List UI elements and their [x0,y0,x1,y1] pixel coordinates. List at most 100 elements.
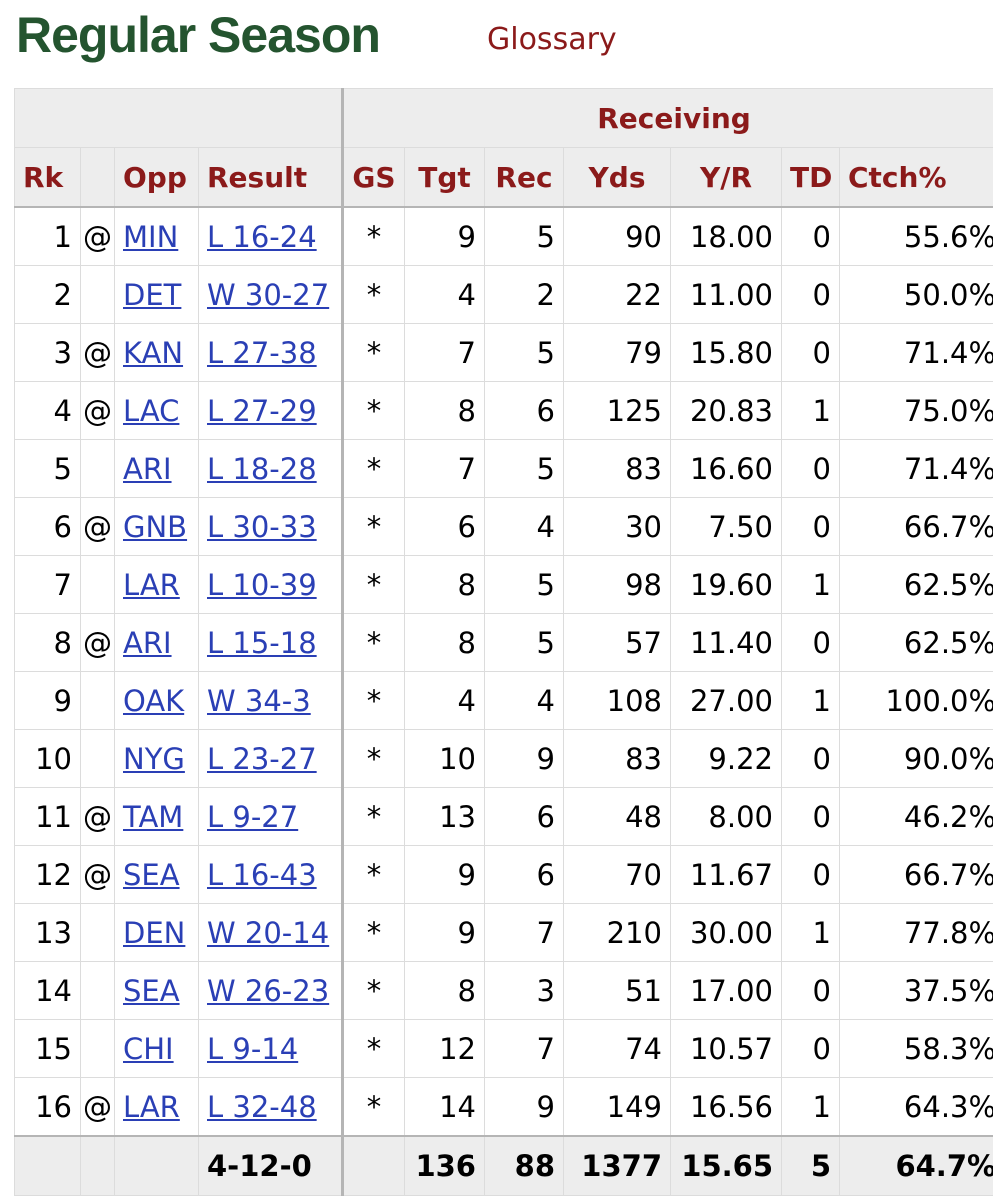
opponent-link[interactable]: KAN [123,335,184,370]
rk-cell: 1 [14,206,81,266]
col-header-result[interactable]: Result [198,147,343,208]
yards-cell: 149 [563,1077,671,1137]
location-cell: @ [80,787,115,846]
opponent-link[interactable]: LAR [123,567,180,602]
opponent-link[interactable]: DET [123,277,182,312]
yards-per-reception-cell: 11.67 [670,845,782,904]
opponent-link[interactable]: MIN [123,219,179,254]
yards-per-reception-cell: 11.00 [670,265,782,324]
location-cell: @ [80,381,115,440]
games-started-cell: * [341,729,405,788]
result-link[interactable]: W 34-3 [207,683,311,718]
touchdowns-cell: 0 [781,265,840,324]
result-link[interactable]: L 32-48 [207,1089,317,1124]
games-started-cell: * [341,845,405,904]
result-link[interactable]: L 16-24 [207,219,317,254]
result-cell: W 30-27 [198,265,343,324]
totals-row: 4-12-0 136 88 1377 15.65 5 64.7% [14,1135,993,1196]
opponent-link[interactable]: GNB [123,509,188,544]
rk-cell: 15 [14,1019,81,1078]
targets-cell: 9 [404,845,485,904]
table-row: 14 SEA W 26-23 * 8 3 51 17.00 0 37.5% [14,961,993,1020]
opponent-link[interactable]: SEA [123,973,180,1008]
opponent-link[interactable]: OAK [123,683,185,718]
result-link[interactable]: L 23-27 [207,741,317,776]
opponent-link[interactable]: ARI [123,625,172,660]
col-header-opp[interactable]: Opp [114,147,199,208]
catch-pct-cell: 100.0% [838,671,993,730]
opponent-cell: LAR [114,555,199,614]
column-header-row: Rk Opp Result GS Tgt Rec Yds Y/R TD Ctch… [14,147,993,208]
receptions-cell: 7 [484,1019,564,1078]
opponent-link[interactable]: LAC [123,393,180,428]
receptions-cell: 5 [484,439,564,498]
opponent-link[interactable]: ARI [123,451,172,486]
catch-pct-cell: 62.5% [838,555,993,614]
page-header: Regular Season Glossary [14,0,974,86]
opponent-link[interactable]: CHI [123,1031,174,1066]
col-header-gs[interactable]: GS [341,147,405,208]
result-cell: L 16-24 [198,206,343,266]
col-header-rk[interactable]: Rk [14,147,81,208]
yards-cell: 22 [563,265,671,324]
location-cell: @ [80,206,115,266]
opponent-cell: DEN [114,903,199,962]
opponent-link[interactable]: NYG [123,741,185,776]
result-link[interactable]: L 9-14 [207,1031,299,1066]
catch-pct-cell: 58.3% [838,1019,993,1078]
opponent-cell: LAR [114,1077,199,1137]
games-started-cell: * [341,1077,405,1137]
result-link[interactable]: L 16-43 [207,857,317,892]
result-link[interactable]: L 9-27 [207,799,299,834]
touchdowns-cell: 0 [781,439,840,498]
col-header-tgt[interactable]: Tgt [404,147,485,208]
location-cell: @ [80,613,115,672]
yards-per-reception-cell: 10.57 [670,1019,782,1078]
col-header-ctch[interactable]: Ctch% [838,147,993,208]
result-cell: L 23-27 [198,729,343,788]
totals-opp-cell [114,1135,199,1196]
rk-cell: 9 [14,671,81,730]
opponent-link[interactable]: DEN [123,915,186,950]
result-link[interactable]: L 15-18 [207,625,317,660]
yards-per-reception-cell: 15.80 [670,323,782,382]
yards-cell: 51 [563,961,671,1020]
table-row: 8 @ ARI L 15-18 * 8 5 57 11.40 0 62.5% [14,613,993,672]
touchdowns-cell: 0 [781,323,840,382]
totals-rec: 88 [484,1135,564,1196]
yards-per-reception-cell: 8.00 [670,787,782,846]
touchdowns-cell: 0 [781,961,840,1020]
yards-cell: 98 [563,555,671,614]
table-row: 11 @ TAM L 9-27 * 13 6 48 8.00 0 46.2% [14,787,993,846]
opponent-link[interactable]: LAR [123,1089,180,1124]
targets-cell: 8 [404,613,485,672]
opponent-link[interactable]: SEA [123,857,180,892]
result-link[interactable]: W 30-27 [207,277,330,312]
games-started-cell: * [341,265,405,324]
table-row: 3 @ KAN L 27-38 * 7 5 79 15.80 0 71.4% [14,323,993,382]
result-link[interactable]: L 10-39 [207,567,317,602]
opponent-link[interactable]: TAM [123,799,184,834]
result-link[interactable]: W 26-23 [207,973,330,1008]
catch-pct-cell: 66.7% [838,497,993,556]
col-header-yr[interactable]: Y/R [670,147,782,208]
col-header-rec[interactable]: Rec [484,147,564,208]
totals-ctch: 64.7% [838,1135,993,1196]
targets-cell: 4 [404,265,485,324]
location-cell [80,961,115,1020]
col-header-td[interactable]: TD [781,147,840,208]
col-header-yds[interactable]: Yds [563,147,671,208]
rk-cell: 16 [14,1077,81,1137]
glossary-link[interactable]: Glossary [487,22,617,57]
result-link[interactable]: W 20-14 [207,915,330,950]
result-link[interactable]: L 27-29 [207,393,317,428]
col-header-location[interactable] [80,147,115,208]
receptions-cell: 2 [484,265,564,324]
result-link[interactable]: L 18-28 [207,451,317,486]
yards-cell: 210 [563,903,671,962]
result-link[interactable]: L 30-33 [207,509,317,544]
targets-cell: 14 [404,1077,485,1137]
table-row: 15 CHI L 9-14 * 12 7 74 10.57 0 58.3% [14,1019,993,1078]
result-link[interactable]: L 27-38 [207,335,317,370]
opponent-cell: GNB [114,497,199,556]
